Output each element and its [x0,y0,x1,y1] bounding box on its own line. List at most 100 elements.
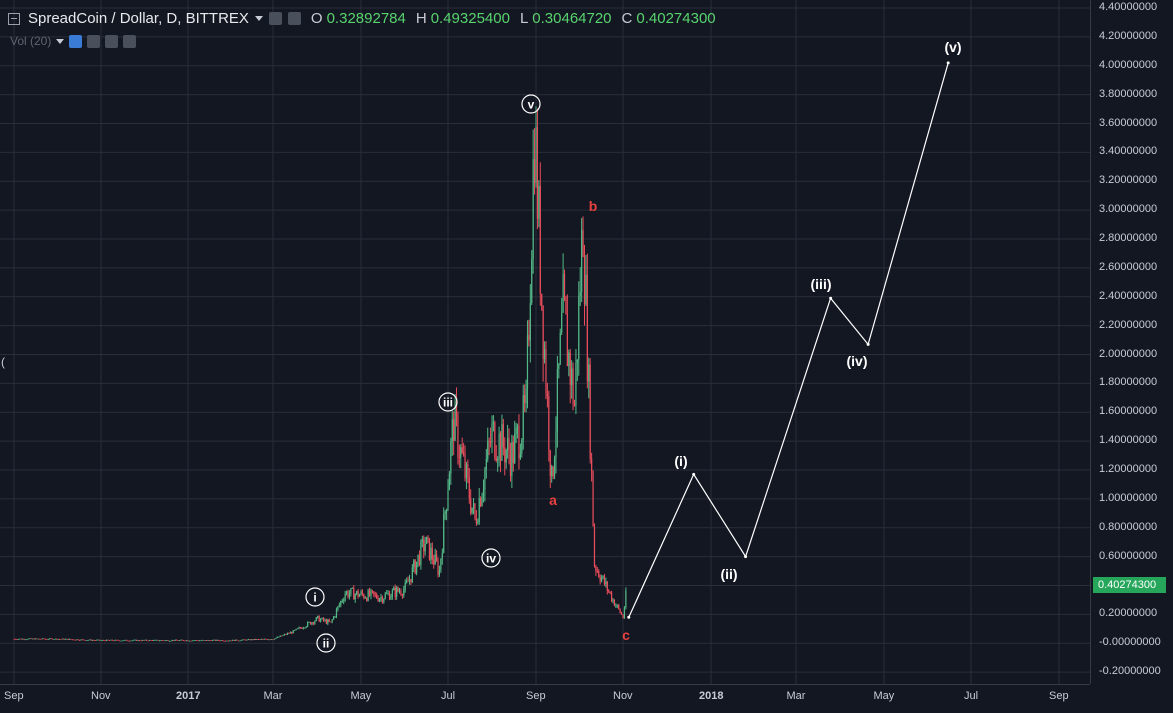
candle-body [443,514,445,553]
candle-body [558,363,560,370]
candle-body [37,638,39,640]
candle-body [121,640,123,642]
candle-body [41,638,44,640]
candle-body [27,638,29,640]
candle-body [595,566,597,571]
candle-body [154,639,156,641]
candle-body [536,127,539,219]
candle-body [338,604,340,607]
candle-body [356,591,358,595]
price-axis-label: 2.20000000 [1099,318,1158,331]
wave-label-iv: iv [486,552,496,566]
settings-icon[interactable] [287,12,301,25]
candle-body [230,640,232,642]
candle-body [278,636,280,638]
candle-body [411,567,413,583]
candle-body [529,303,531,341]
candle-body [616,604,618,606]
candle-body [253,639,255,640]
candle-body [66,638,68,640]
candle-body [59,639,61,640]
candle-body [136,639,138,641]
symbol-title[interactable]: SpreadCoin / Dollar, D, BITTREX [28,10,249,27]
close-icon[interactable] [123,34,137,48]
candle-body [239,640,241,642]
price-axis[interactable]: 4.40000000 4.20000000 4.00000000 3.80000000… [1090,0,1173,684]
candle-body [514,433,516,463]
candle-body [133,639,135,641]
candle-body [113,640,115,642]
candle-body [426,536,428,544]
candle-body [507,438,509,451]
candle-body [579,292,581,297]
candle-body [592,470,594,527]
chart-grid [0,0,1090,684]
volume-label[interactable]: Vol (20) [10,34,52,48]
candle-body [117,639,119,641]
candle-body [474,503,476,518]
candle-body [144,639,146,641]
chevron-down-icon[interactable] [56,38,65,44]
candle-body [16,639,18,641]
candle-body [214,639,216,641]
candle-body [213,639,215,641]
candle-body [140,640,142,642]
candle-body [282,635,284,636]
add-icon[interactable] [105,34,119,48]
candle-body [270,639,273,640]
candle-body [377,598,379,602]
candle-body [622,614,624,619]
chevron-down-icon[interactable] [254,16,263,21]
candle-body [387,592,389,594]
candle-body [434,554,436,565]
scroll-left-icon[interactable]: ( [1,355,5,369]
candle-body [262,639,264,640]
wave-label-piii: (iii) [811,276,832,292]
eye-icon[interactable] [69,34,83,48]
candle-body [50,638,52,640]
settings-icon[interactable] [87,34,101,48]
candle-body [548,396,550,451]
eye-icon[interactable] [268,12,282,25]
wave-label-circle [438,392,458,412]
wave-label-iii: iii [443,396,453,410]
candle-body [147,640,149,642]
candle-body [553,458,556,477]
candle-body [246,639,248,641]
candle-body [354,594,356,600]
candle-body [509,453,512,477]
candle-body [296,628,299,630]
candle-body [325,619,327,624]
candle-body [457,415,459,458]
candle-body [596,570,598,572]
candle-body [292,630,294,634]
candle-body [158,640,161,642]
time-axis[interactable]: Sep Nov 2017 Mar May Jul Sep Nov 2018 Mar May Jul Se… [0,684,1090,713]
price-axis-label: 1.20000000 [1099,463,1158,475]
candle-body [134,639,136,641]
candle-body [431,547,433,560]
candle-body [508,438,510,454]
candle-body [53,639,55,641]
candle-body [450,441,452,474]
candle-body [311,622,313,625]
candle-body [317,615,319,618]
candle-body [96,639,98,641]
candle-body [404,582,406,590]
candle-body [445,509,448,512]
candle-body [401,594,403,596]
price-axis-label: 0.80000000 [1099,520,1158,533]
high-value: 0.49325400 [430,10,510,27]
candle-body [285,634,287,636]
collapse-legend-icon[interactable] [8,12,20,25]
candle-body [566,313,568,367]
candle-body [531,259,533,304]
candle-body [30,638,32,640]
candle-body [61,638,64,640]
time-axis-label: Nov [91,690,111,702]
candle-body [455,401,458,416]
price-axis-label: 3.80000000 [1099,87,1158,100]
price-axis-label: 3.20000000 [1099,174,1158,187]
wave-label-circle [316,633,336,653]
